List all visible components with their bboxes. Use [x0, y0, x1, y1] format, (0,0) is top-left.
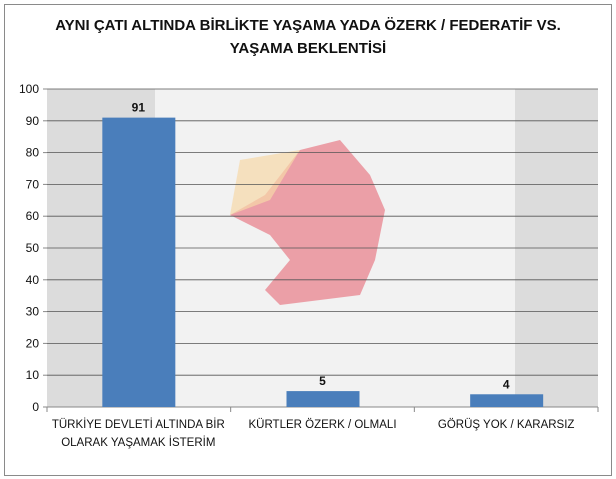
title-line-1: AYNI ÇATI ALTINDA BİRLİKTE YAŞAMA YADA Ö…	[55, 17, 561, 34]
y-tick-label: 100	[19, 82, 39, 96]
bar	[286, 391, 360, 407]
y-tick-label: 30	[26, 305, 40, 319]
data-label: 5	[319, 374, 326, 388]
y-tick-label: 70	[26, 177, 40, 191]
background-map-shape	[230, 150, 300, 215]
y-tick-label: 40	[26, 273, 40, 287]
bar	[470, 394, 544, 407]
y-tick-label: 90	[26, 114, 40, 128]
chart-title: AYNI ÇATI ALTINDA BİRLİKTE YAŞAMA YADA Ö…	[0, 14, 616, 60]
y-tick-label: 50	[26, 241, 40, 255]
y-tick-label: 80	[26, 146, 40, 160]
title-line-2: YAŞAMA BEKLENTİSİ	[229, 40, 387, 57]
y-tick-label: 10	[26, 368, 40, 382]
x-tick-label: OLARAK YAŞAMAK İSTERİM	[61, 436, 215, 449]
data-label: 4	[503, 377, 510, 391]
y-tick-label: 20	[26, 336, 40, 350]
x-tick-label: TÜRKİYE DEVLETİ ALTINDA BİR	[52, 418, 225, 431]
y-tick-label: 0	[32, 400, 39, 414]
data-label: 91	[132, 101, 146, 115]
y-tick-label: 60	[26, 209, 40, 223]
x-tick-label: KÜRTLER ÖZERK / OLMALI	[248, 419, 396, 431]
bar	[102, 117, 176, 408]
x-tick-label: GÖRÜŞ YOK / KARARSIZ	[438, 419, 575, 431]
background-map-shape	[230, 140, 385, 305]
